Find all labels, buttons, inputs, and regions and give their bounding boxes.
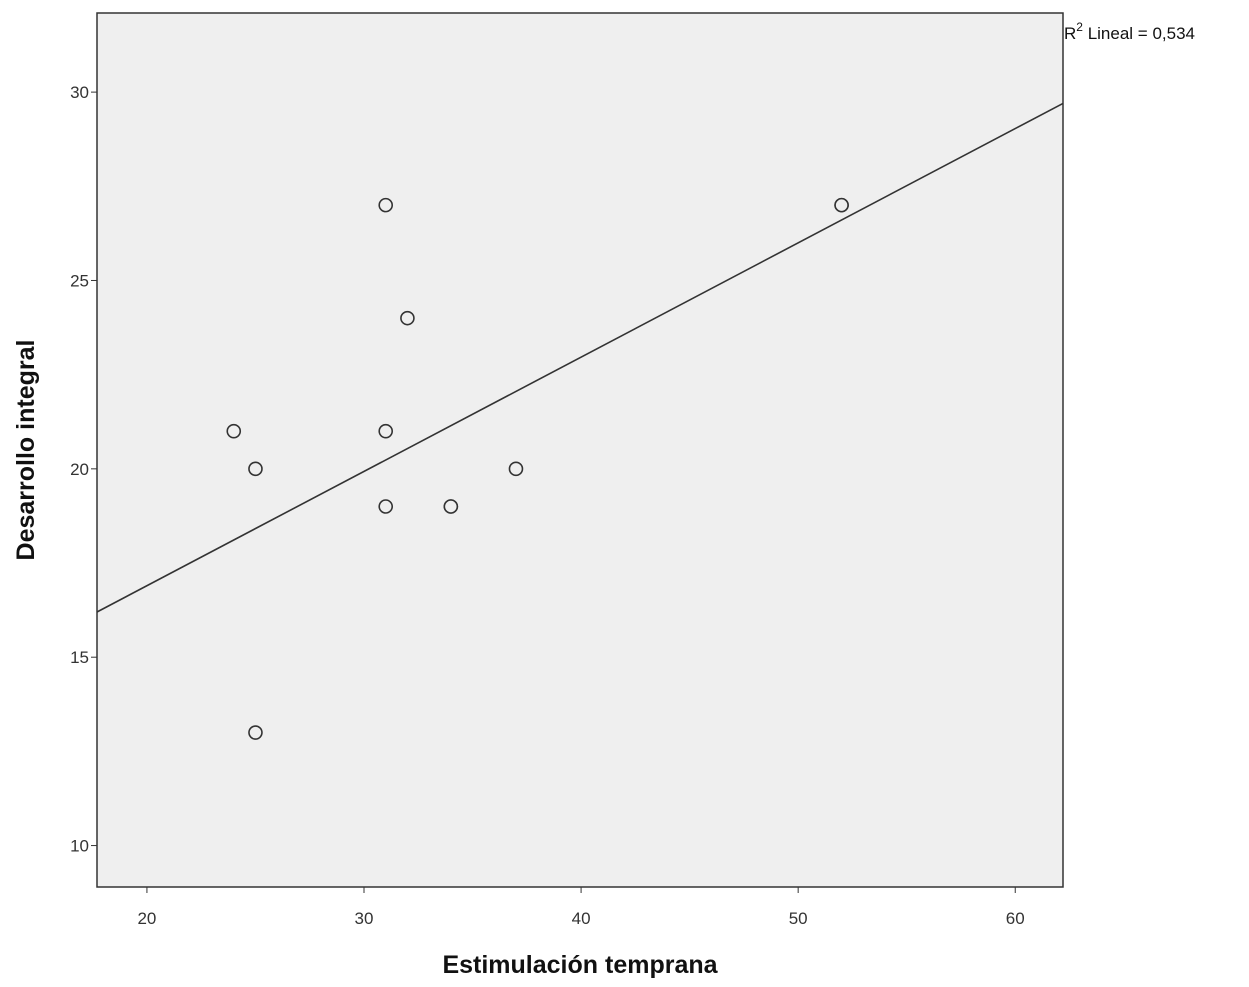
data-point — [248, 725, 263, 740]
y-tick-label: 15 — [70, 648, 89, 667]
x-tick-label: 30 — [355, 909, 374, 928]
r2-label: R2 Lineal = 0,534 — [1064, 20, 1195, 43]
r2-label-prefix: R — [1064, 24, 1076, 43]
y-tick-label: 10 — [70, 837, 89, 856]
data-point — [378, 197, 394, 213]
r2-label-value: Lineal = 0,534 — [1083, 24, 1195, 43]
y-axis: 10 15 20 25 30 — [70, 83, 97, 856]
data-point — [443, 499, 459, 514]
data-points — [226, 197, 849, 740]
data-point — [508, 461, 524, 477]
x-tick-label: 60 — [1006, 909, 1025, 928]
data-point — [378, 423, 394, 439]
y-tick-label: 20 — [70, 460, 89, 479]
regression-line — [96, 102, 1064, 613]
data-point — [378, 499, 394, 514]
x-axis: 20 30 40 50 60 — [137, 887, 1025, 928]
data-point — [400, 310, 415, 326]
r2-label-superscript: 2 — [1076, 20, 1083, 34]
plot-area — [96, 12, 1064, 888]
data-point — [834, 197, 849, 213]
data-point — [248, 461, 263, 477]
y-tick-label: 25 — [70, 271, 89, 290]
data-point — [226, 423, 242, 439]
x-axis-title: Estimulación temprana — [442, 951, 718, 979]
x-tick-label: 20 — [137, 909, 156, 928]
y-axis-title: Desarrollo integral — [12, 340, 40, 561]
y-tick-label: 30 — [70, 83, 89, 102]
x-tick-label: 40 — [572, 909, 591, 928]
x-tick-label: 50 — [789, 909, 808, 928]
